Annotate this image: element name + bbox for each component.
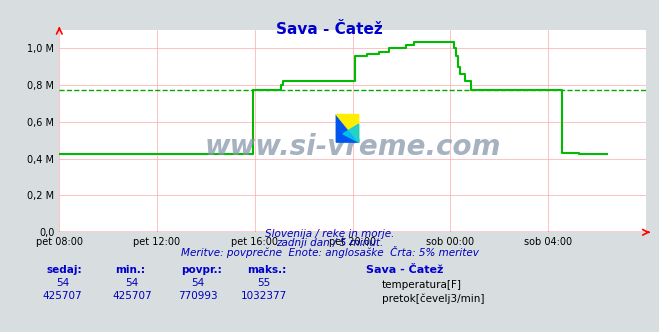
Text: 1032377: 1032377 — [241, 291, 287, 301]
Text: min.:: min.: — [115, 265, 146, 275]
Text: 425707: 425707 — [112, 291, 152, 301]
Text: 770993: 770993 — [178, 291, 217, 301]
Text: 425707: 425707 — [43, 291, 82, 301]
Text: Slovenija / reke in morje.: Slovenija / reke in morje. — [265, 229, 394, 239]
Polygon shape — [343, 124, 358, 142]
Text: 54: 54 — [191, 278, 204, 288]
Text: temperatura[F]: temperatura[F] — [382, 280, 461, 290]
Text: 54: 54 — [56, 278, 69, 288]
Text: 54: 54 — [125, 278, 138, 288]
Text: www.si-vreme.com: www.si-vreme.com — [204, 133, 501, 161]
Text: maks.:: maks.: — [247, 265, 287, 275]
Text: sedaj:: sedaj: — [46, 265, 82, 275]
Text: 55: 55 — [257, 278, 270, 288]
Text: Sava - Čatež: Sava - Čatež — [276, 22, 383, 37]
Polygon shape — [336, 115, 358, 142]
Text: Meritve: povprečne  Enote: anglosaške  Črta: 5% meritev: Meritve: povprečne Enote: anglosaške Črt… — [181, 246, 478, 258]
Text: Sava - Čatež: Sava - Čatež — [366, 265, 443, 275]
Text: zadnji dan / 5 minut.: zadnji dan / 5 minut. — [276, 238, 383, 248]
Polygon shape — [336, 115, 358, 142]
Text: povpr.:: povpr.: — [181, 265, 222, 275]
Text: pretok[čevelj3/min]: pretok[čevelj3/min] — [382, 293, 484, 304]
